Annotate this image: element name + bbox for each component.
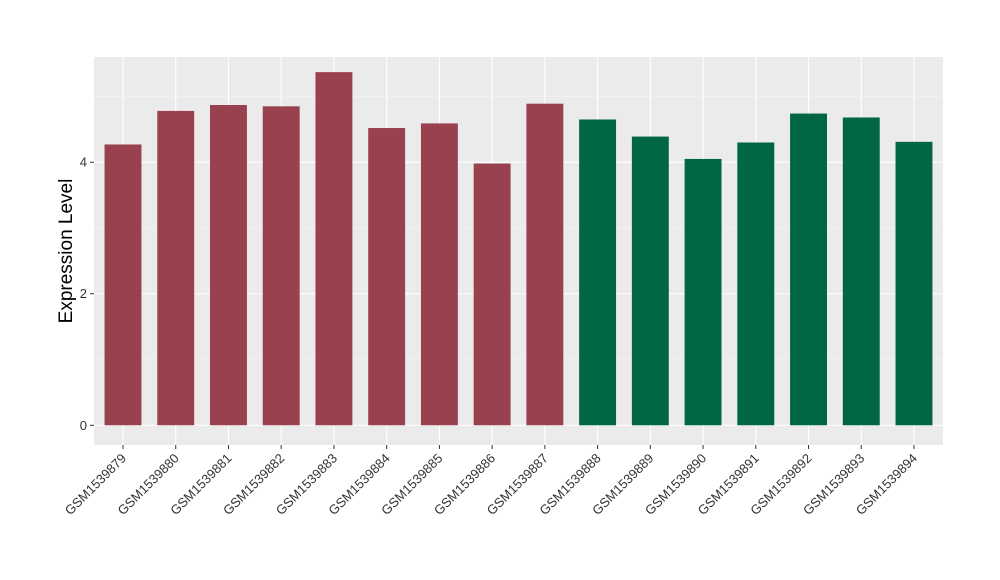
bar-gsm1539893 (842, 117, 880, 426)
bar-gsm1539894 (895, 141, 933, 426)
bar-gsm1539882 (262, 106, 300, 426)
bar-gsm1539881 (210, 105, 247, 426)
bar-gsm1539883 (315, 72, 353, 426)
bar-gsm1539890 (684, 158, 722, 426)
bar-gsm1539892 (790, 113, 827, 426)
bar-gsm1539884 (368, 128, 406, 426)
y-axis: 0 2 4 (80, 155, 94, 433)
y-tick-label: 4 (80, 155, 87, 170)
bar-gsm1539880 (157, 110, 195, 426)
y-axis-title: Expression Level (56, 179, 77, 324)
bars (104, 72, 933, 426)
y-tick-label: 2 (80, 286, 87, 301)
bar-gsm1539888 (579, 119, 617, 426)
y-tick-label: 0 (80, 418, 87, 433)
bar-gsm1539891 (737, 142, 775, 426)
x-axis: GSM1539879GSM1539880GSM1539881GSM1539882… (62, 445, 920, 518)
bar-gsm1539885 (420, 123, 458, 426)
bar-gsm1539879 (104, 144, 142, 426)
bar-gsm1539889 (631, 136, 669, 426)
bar-gsm1539886 (473, 163, 511, 426)
bar-gsm1539887 (526, 103, 564, 426)
